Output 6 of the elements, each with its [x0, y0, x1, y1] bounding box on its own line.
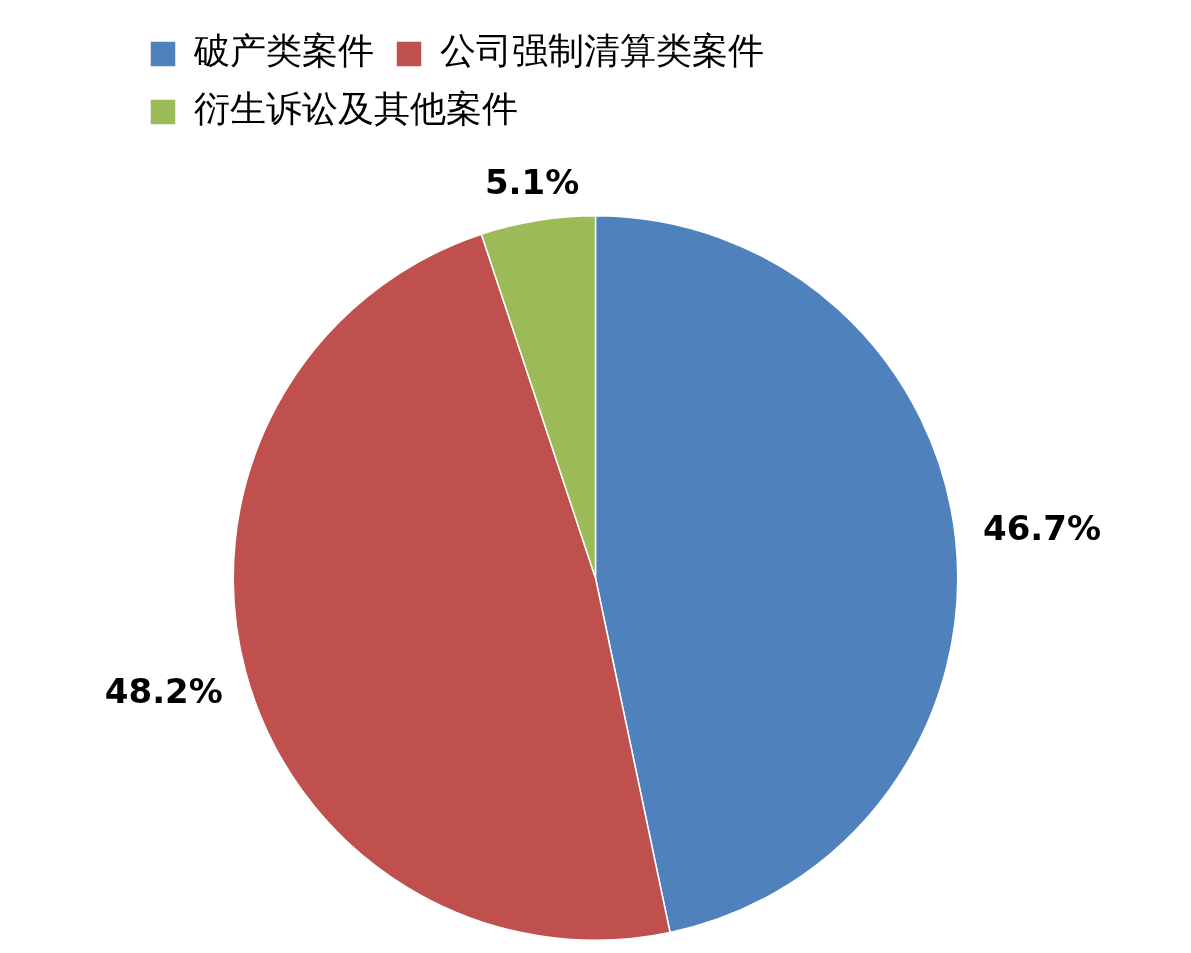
data-label: 5.1%	[484, 162, 580, 203]
data-label: 48.2%	[104, 671, 223, 712]
legend-label: 公司强制清算类案件	[440, 30, 764, 72]
legend-label: 破产类案件	[193, 30, 374, 72]
data-label: 46.7%	[983, 508, 1101, 549]
legend-label: 衍生诉讼及其他案件	[194, 88, 518, 130]
